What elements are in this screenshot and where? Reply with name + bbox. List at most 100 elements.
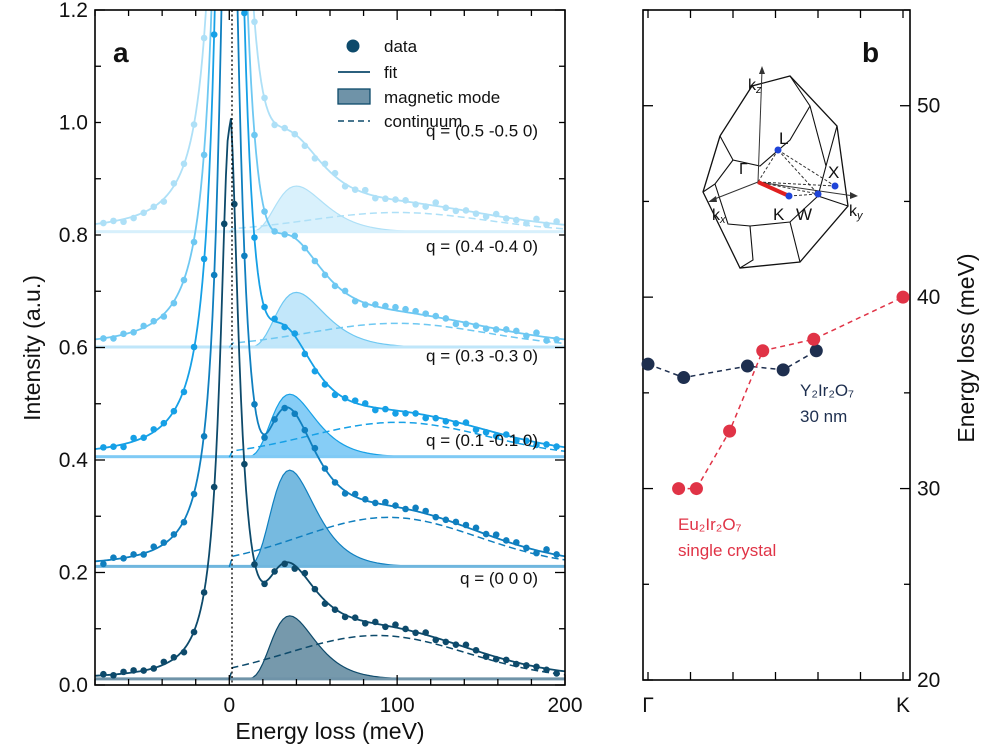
- data-point: [180, 388, 188, 396]
- b-y-tick-label: 40: [917, 286, 940, 309]
- data-point: [100, 560, 107, 568]
- series-point: [672, 482, 686, 496]
- data-point: [110, 671, 117, 679]
- data-point: [321, 600, 329, 607]
- panel-a: 0 100 200 0.0 0.2 0.4 0.6 0.8 1.0 1.2 a data fit …: [19, 0, 583, 744]
- baseline-strip: [95, 564, 565, 568]
- data-point: [533, 329, 540, 337]
- data-point: [140, 209, 147, 217]
- data-point: [361, 400, 369, 407]
- data-point: [180, 276, 188, 284]
- series-point: [723, 424, 737, 438]
- data-point: [523, 544, 530, 552]
- fit-curve: [95, 10, 565, 226]
- magnetic-mode-fill: [229, 291, 565, 349]
- data-point: [341, 394, 349, 402]
- data-point: [382, 195, 389, 203]
- series-point: [677, 371, 691, 385]
- data-point: [301, 569, 309, 577]
- data-point: [553, 551, 560, 558]
- panel-a-ylabel: Intensity (a.u.): [19, 275, 45, 421]
- data-point: [241, 460, 248, 468]
- data-point: [210, 271, 218, 279]
- data-point: [321, 381, 329, 388]
- data-point: [502, 326, 510, 333]
- data-point: [513, 437, 520, 444]
- baseline-strip: [95, 230, 565, 234]
- data-point: [402, 409, 409, 417]
- data-point: [231, 200, 238, 208]
- data-point: [382, 302, 389, 310]
- bz-gamma-W-line: [757, 181, 819, 195]
- data-point: [452, 641, 460, 648]
- bz-kz-axis: [757, 69, 763, 183]
- q-label: q = (0.5 -0.5 0): [426, 122, 538, 141]
- data-point: [140, 667, 147, 674]
- series-point: [807, 332, 821, 346]
- data-point: [301, 426, 309, 434]
- data-point: [261, 303, 268, 311]
- data-point: [553, 336, 560, 343]
- data-point: [543, 337, 550, 344]
- data-point: [321, 465, 329, 472]
- data-point: [100, 444, 107, 451]
- continuum-curve: [228, 421, 565, 458]
- x-tick-label: 100: [380, 694, 415, 717]
- data-point: [190, 490, 198, 498]
- continuum-curve: [228, 634, 565, 680]
- data-point: [120, 555, 127, 562]
- series-point: [809, 344, 823, 358]
- data-point: [210, 31, 218, 38]
- data-point: [382, 405, 389, 413]
- magnetic-mode-fill: [229, 185, 565, 233]
- bz-gamma-L-line: [757, 149, 779, 183]
- data-point: [351, 297, 359, 305]
- data-point: [331, 479, 339, 486]
- data-point: [372, 406, 379, 414]
- b-y-tick-label: 20: [917, 669, 940, 692]
- data-point: [412, 629, 419, 637]
- data-point: [513, 327, 520, 335]
- magnetic-mode-fill: [229, 469, 565, 568]
- data-point: [492, 326, 500, 333]
- bz-ky-label: ky: [849, 203, 864, 222]
- data-point: [382, 498, 389, 506]
- data-point: [200, 34, 208, 42]
- data-point: [200, 589, 208, 596]
- bz-kz-label: kz: [748, 77, 762, 96]
- data-point: [513, 539, 520, 546]
- b-y-tick-label: 30: [917, 478, 940, 501]
- data-point: [492, 531, 500, 538]
- y-tick-label: 1.2: [59, 0, 88, 22]
- data-point: [422, 310, 429, 317]
- data-point: [150, 665, 158, 672]
- data-point: [251, 561, 258, 568]
- eu2ir2o7-sublabel: single crystal: [678, 541, 776, 560]
- legend-data-label: data: [384, 37, 418, 56]
- data-point: [472, 426, 480, 434]
- y-tick-label: 1.0: [59, 112, 88, 135]
- baseline-strip: [95, 677, 565, 681]
- data-point: [351, 186, 359, 193]
- data-point: [341, 287, 349, 295]
- data-point: [502, 537, 510, 544]
- data-point: [462, 521, 470, 529]
- data-point: [321, 271, 329, 279]
- data-point: [402, 196, 409, 204]
- data-point: [130, 328, 137, 336]
- data-point: [100, 670, 107, 678]
- data-point: [190, 121, 198, 128]
- data-point: [432, 414, 440, 422]
- data-point: [251, 131, 258, 139]
- data-point: [251, 401, 258, 408]
- legend-fit-label: fit: [384, 63, 398, 82]
- data-point: [251, 18, 258, 26]
- panel-b-series: [641, 290, 910, 496]
- q-label: q = (0.4 -0.4 0): [426, 237, 538, 256]
- data-point: [241, 10, 248, 17]
- data-point: [301, 350, 309, 358]
- bz-gamma-X-line: [757, 181, 836, 187]
- fit-curve: [95, 10, 565, 563]
- data-point: [291, 130, 299, 138]
- data-point: [533, 663, 540, 671]
